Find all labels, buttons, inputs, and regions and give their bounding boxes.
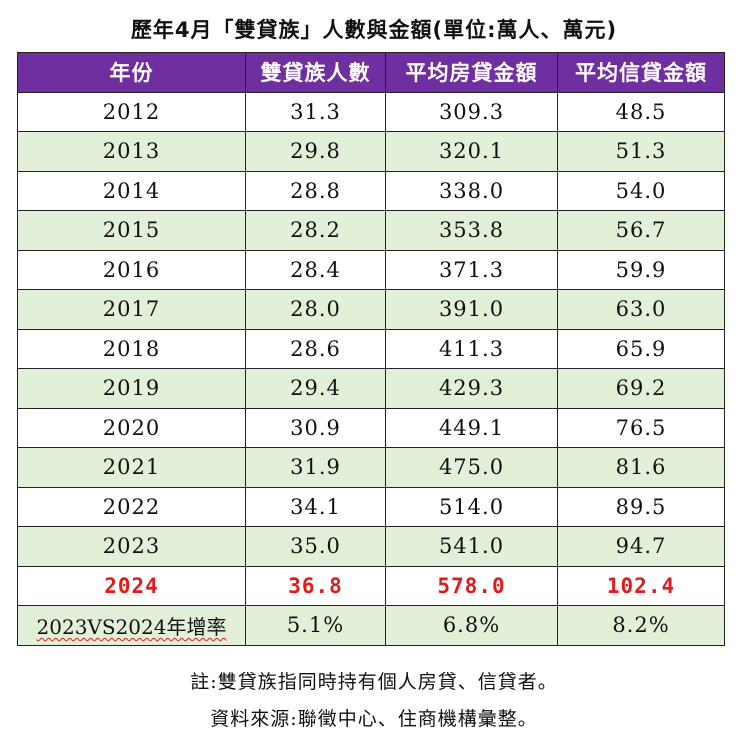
year-cell: 2020 [17, 407, 246, 448]
growth-label-cell: 2023VS2024年增率 [17, 605, 246, 646]
people-cell: 36.8 [245, 565, 386, 606]
credit-cell: 51.3 [557, 131, 725, 172]
table-row: 2018 28.6 411.3 65.9 [17, 328, 725, 369]
year-cell: 2021 [17, 447, 246, 488]
year-cell: 2015 [17, 210, 246, 251]
year-cell: 2016 [17, 249, 246, 290]
mortgage-cell: 309.3 [385, 91, 558, 132]
people-cell: 28.0 [245, 289, 386, 330]
people-cell: 28.4 [245, 249, 386, 290]
people-cell: 31.9 [245, 447, 386, 488]
credit-cell: 54.0 [557, 170, 725, 211]
people-cell: 35.0 [245, 526, 386, 567]
table-row: 2013 29.8 320.1 51.3 [17, 131, 725, 172]
header-year: 年份 [17, 52, 246, 93]
header-credit: 平均信貸金額 [557, 52, 725, 93]
table-row: 2019 29.4 429.3 69.2 [17, 368, 725, 409]
mortgage-cell: 578.0 [385, 565, 558, 606]
mortgage-cell: 338.0 [385, 170, 558, 211]
people-cell: 28.6 [245, 328, 386, 369]
year-cell: 2013 [17, 131, 246, 172]
mortgage-cell: 541.0 [385, 526, 558, 567]
credit-cell: 63.0 [557, 289, 725, 330]
table-row: 2023 35.0 541.0 94.7 [17, 526, 725, 567]
year-cell: 2012 [17, 91, 246, 132]
year-cell: 2023 [17, 526, 246, 567]
mortgage-cell: 429.3 [385, 368, 558, 409]
credit-growth-cell: 8.2% [557, 605, 725, 646]
table-row: 2020 30.9 449.1 76.5 [17, 407, 725, 448]
mortgage-cell: 475.0 [385, 447, 558, 488]
credit-cell: 89.5 [557, 486, 725, 527]
year-cell: 2019 [17, 368, 246, 409]
data-table: 年份 雙貸族人數 平均房貸金額 平均信貸金額 2012 31.3 309.3 4… [17, 52, 725, 646]
year-cell: 2024 [17, 565, 246, 606]
year-cell: 2022 [17, 486, 246, 527]
table-row: 2012 31.3 309.3 48.5 [17, 91, 725, 132]
people-cell: 28.2 [245, 210, 386, 251]
year-cell: 2014 [17, 170, 246, 211]
table-row: 2014 28.8 338.0 54.0 [17, 170, 725, 211]
credit-cell: 56.7 [557, 210, 725, 251]
credit-cell: 102.4 [557, 565, 725, 606]
mortgage-growth-cell: 6.8% [385, 605, 558, 646]
people-cell: 28.8 [245, 170, 386, 211]
mortgage-cell: 353.8 [385, 210, 558, 251]
table-row: 2016 28.4 371.3 59.9 [17, 249, 725, 290]
credit-cell: 94.7 [557, 526, 725, 567]
credit-cell: 81.6 [557, 447, 725, 488]
header-people: 雙貸族人數 [245, 52, 386, 93]
growth-label: 2023VS2024年增率 [36, 614, 227, 639]
mortgage-cell: 391.0 [385, 289, 558, 330]
footnote-source: 資料來源:聯徵中心、住商機構彙整。 [210, 708, 538, 730]
mortgage-cell: 449.1 [385, 407, 558, 448]
credit-cell: 59.9 [557, 249, 725, 290]
people-cell: 29.4 [245, 368, 386, 409]
header-row: 年份 雙貸族人數 平均房貸金額 平均信貸金額 [17, 52, 725, 93]
credit-cell: 48.5 [557, 91, 725, 132]
people-cell: 31.3 [245, 91, 386, 132]
growth-rate-row: 2023VS2024年增率 5.1% 6.8% 8.2% [17, 605, 725, 646]
credit-cell: 76.5 [557, 407, 725, 448]
table-row: 2017 28.0 391.0 63.0 [17, 289, 725, 330]
mortgage-cell: 514.0 [385, 486, 558, 527]
credit-cell: 69.2 [557, 368, 725, 409]
people-cell: 30.9 [245, 407, 386, 448]
table-row: 2022 34.1 514.0 89.5 [17, 486, 725, 527]
table-row: 2021 31.9 475.0 81.6 [17, 447, 725, 488]
people-growth-cell: 5.1% [245, 605, 386, 646]
mortgage-cell: 371.3 [385, 249, 558, 290]
year-cell: 2018 [17, 328, 246, 369]
header-mortgage: 平均房貸金額 [385, 52, 558, 93]
table-title: 歷年4月「雙貸族」人數與金額(單位:萬人、萬元) [130, 18, 618, 42]
people-cell: 29.8 [245, 131, 386, 172]
highlight-row-2024: 2024 36.8 578.0 102.4 [17, 565, 725, 606]
mortgage-cell: 411.3 [385, 328, 558, 369]
people-cell: 34.1 [245, 486, 386, 527]
footnote-definition: 註:雙貸族指同時持有個人房貸、信貸者。 [190, 671, 558, 693]
mortgage-cell: 320.1 [385, 131, 558, 172]
credit-cell: 65.9 [557, 328, 725, 369]
table-row: 2015 28.2 353.8 56.7 [17, 210, 725, 251]
year-cell: 2017 [17, 289, 246, 330]
